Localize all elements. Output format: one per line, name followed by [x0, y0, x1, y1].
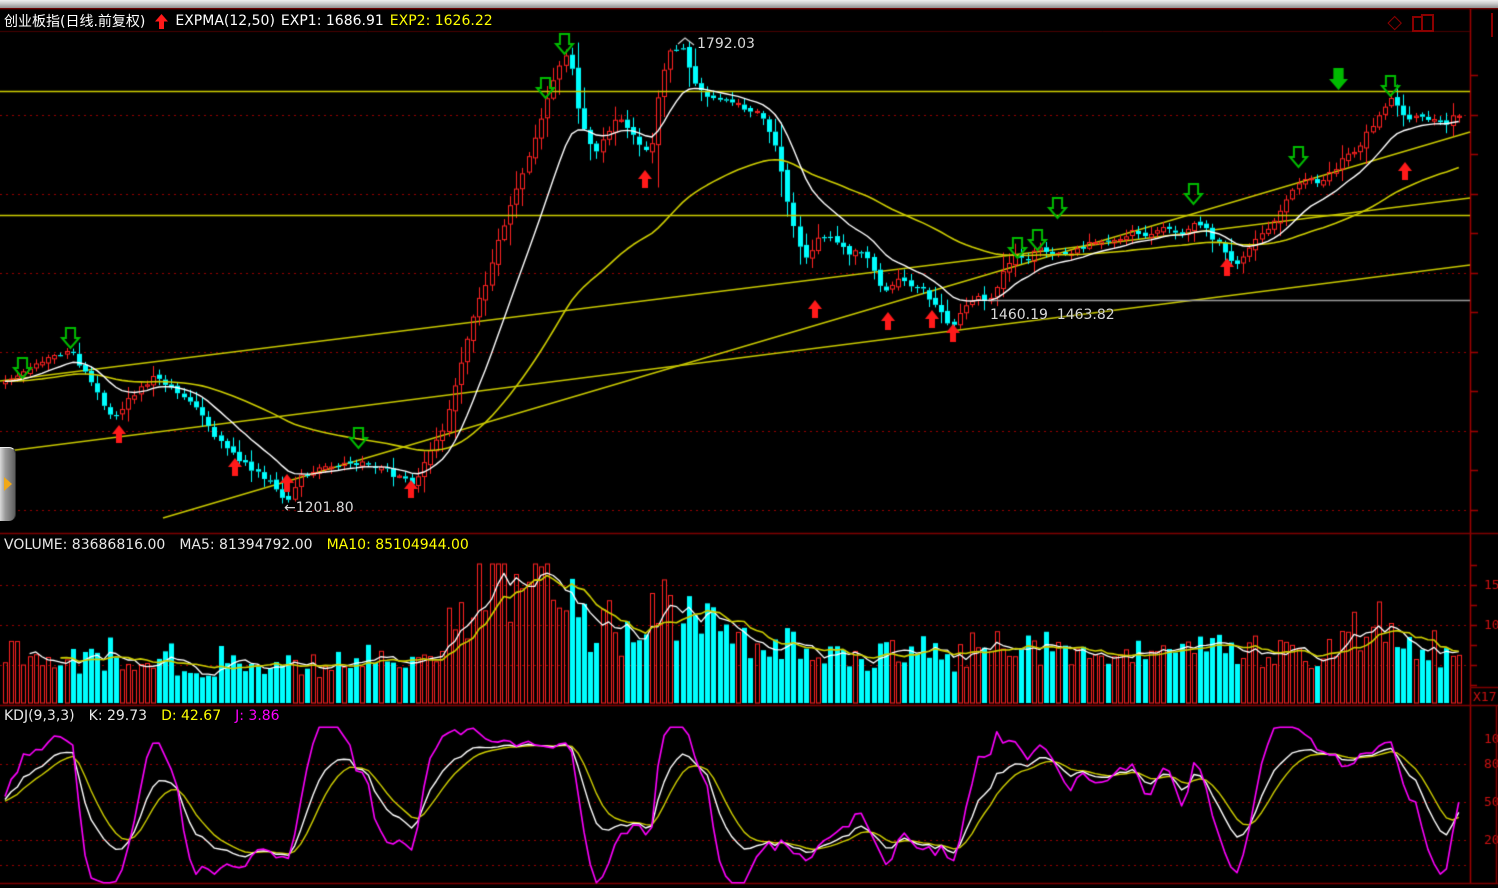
indicator-label[interactable]: EXPMA(12,50) — [175, 13, 275, 29]
exp1-value: EXP1: 1686.91 — [280, 13, 384, 29]
kdj-k-value: K: 29.73 — [88, 708, 148, 724]
window-edge-mark — [1491, 13, 1493, 37]
kdj-name[interactable]: KDJ(9,3,3) — [4, 708, 75, 724]
window-title-strip — [0, 0, 1498, 9]
volume-ma10-value: MA10: 85104944.00 — [326, 537, 469, 553]
kdj-pane-header: KDJ(9,3,3) K: 29.73 D: 42.67 J: 3.86 — [4, 708, 280, 724]
kdj-d-value: D: 42.67 — [161, 708, 222, 724]
sidebar-expand-handle[interactable] — [0, 447, 16, 521]
support-price-label: 1460.19 1463.82 — [990, 307, 1115, 323]
restore-window-icon[interactable] — [1412, 14, 1434, 32]
symbol-title[interactable]: 创业板指(日线.前复权) — [4, 14, 146, 30]
diamond-icon[interactable]: ◇ — [1387, 11, 1402, 33]
volume-pane-header: VOLUME: 83686816.00 MA5: 81394792.00 MA1… — [4, 537, 469, 553]
window-controls: ◇ — [1387, 11, 1434, 33]
expand-arrow-icon — [4, 477, 12, 491]
exp2-value: EXP2: 1626.22 — [389, 13, 493, 29]
kdj-j-value: J: 3.86 — [235, 708, 280, 724]
chart-header: 创业板指(日线.前复权) EXPMA(12,50) EXP1: 1686.91 … — [4, 11, 493, 31]
up-arrow-icon — [155, 14, 169, 29]
peak-price-label: 1792.03 — [697, 36, 755, 52]
volume-ma5-value: MA5: 81394792.00 — [179, 537, 313, 553]
volume-value[interactable]: VOLUME: 83686816.00 — [4, 537, 166, 553]
low-price-label: ←1201.80 — [284, 500, 354, 516]
